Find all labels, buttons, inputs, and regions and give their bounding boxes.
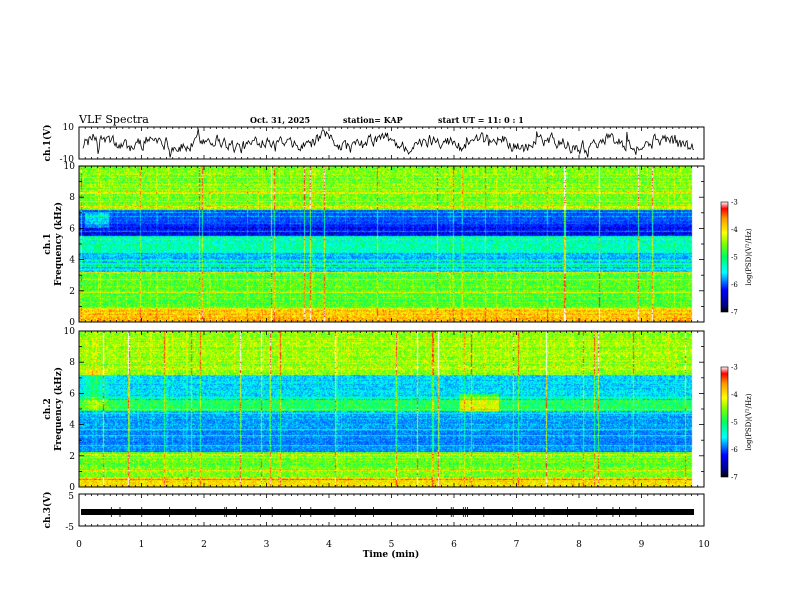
ch1-colorbar-gradient bbox=[720, 201, 729, 313]
ch1-waveform-ylabel: ch.1(V) bbox=[42, 125, 53, 162]
ch1-waveform-frame bbox=[78, 126, 705, 160]
time-tick-8: 8 bbox=[576, 540, 582, 550]
ch2-cb-tick-m3: -3 bbox=[731, 364, 738, 372]
date-label: Oct. 31, 2025 bbox=[250, 115, 310, 125]
ch2-colorbar-gradient bbox=[720, 366, 729, 478]
ch2-cb-tick-m4: -4 bbox=[731, 391, 738, 399]
time-axis-label: Time (min) bbox=[363, 549, 420, 560]
time-tick-10: 10 bbox=[698, 540, 710, 550]
ch1-cb-tick-m4: -4 bbox=[731, 226, 738, 234]
ch1-colorbar-ticks: -3 -4 -5 -6 -7 bbox=[731, 199, 738, 317]
ch2-colorbar: -3 -4 -5 -6 -7 log(PSD)(V²/Hz) bbox=[720, 364, 753, 482]
ch1-freq-tick-0: 0 bbox=[69, 318, 75, 328]
ch2-cb-tick-m7: -7 bbox=[731, 474, 738, 482]
ch1-ytick-bottom: -10 bbox=[60, 155, 75, 165]
ch2-colorbar-label: log(PSD)(V²/Hz) bbox=[745, 393, 753, 450]
time-tick-2: 2 bbox=[201, 540, 207, 550]
ch1-freq-tick-8: 8 bbox=[69, 193, 75, 203]
ch3-waveform-trace bbox=[81, 509, 694, 515]
ch2-cb-tick-m5: -5 bbox=[731, 419, 738, 427]
ch2-freq-tick-8: 8 bbox=[69, 358, 75, 368]
ch3-waveform-spikes bbox=[110, 507, 637, 517]
ch2-spectrogram-panel: 0 2 4 6 8 10 ch.2 Frequency (kHz) bbox=[43, 327, 705, 493]
ch2-spectrogram-ticks bbox=[78, 330, 705, 488]
ch3-waveform-ticks bbox=[78, 494, 705, 526]
ch2-frequency-label: Frequency (kHz) bbox=[53, 367, 64, 451]
ch2-freq-tick-0: 0 bbox=[69, 483, 75, 493]
ch2-colorbar-ticks: -3 -4 -5 -6 -7 bbox=[731, 364, 738, 482]
station-label: station= KAP bbox=[343, 115, 403, 125]
ch3-ytick-top: 5 bbox=[68, 492, 74, 502]
ch2-freq-tick-10: 10 bbox=[64, 327, 76, 337]
time-axis-tick-labels: 0 1 2 3 4 5 6 7 8 9 10 bbox=[76, 540, 710, 550]
time-tick-3: 3 bbox=[264, 540, 270, 550]
ch1-freq-tick-2: 2 bbox=[69, 287, 75, 297]
ch1-waveform-panel: 10 -10 ch.1(V) bbox=[42, 123, 705, 165]
ch1-ytick-top: 10 bbox=[63, 123, 75, 133]
ch1-spectrogram-panel: 0 2 4 6 8 10 ch.1 Frequency (kHz) bbox=[43, 162, 705, 328]
time-tick-9: 9 bbox=[639, 540, 645, 550]
ch2-freq-tick-6: 6 bbox=[69, 389, 75, 399]
ch1-spectrogram-ticks bbox=[78, 165, 705, 323]
ch1-cb-tick-m6: -6 bbox=[731, 281, 738, 289]
ch2-spectrogram-image bbox=[79, 331, 704, 487]
ch1-waveform-ticks bbox=[78, 127, 705, 159]
ch3-ytick-bottom: -5 bbox=[65, 523, 74, 533]
time-tick-4: 4 bbox=[326, 540, 332, 550]
ch2-spectrogram-ytick-labels: 0 2 4 6 8 10 bbox=[64, 327, 76, 493]
ch1-colorbar: -3 -4 -5 -6 -7 log(PSD)(V²/Hz) bbox=[720, 199, 753, 317]
ch1-freq-tick-4: 4 bbox=[69, 256, 75, 266]
time-tick-7: 7 bbox=[514, 540, 520, 550]
ch3-waveform-panel: 5 -5 ch.3(V) bbox=[42, 492, 705, 533]
ch3-waveform-ylabel: ch.3(V) bbox=[42, 492, 53, 529]
ch1-colorbar-label: log(PSD)(V²/Hz) bbox=[745, 228, 753, 285]
ch1-freq-tick-10: 10 bbox=[64, 162, 76, 172]
ch1-frequency-label: Frequency (kHz) bbox=[53, 202, 64, 286]
time-tick-1: 1 bbox=[139, 540, 145, 550]
ch1-freq-tick-6: 6 bbox=[69, 224, 75, 234]
ch2-freq-tick-4: 4 bbox=[69, 421, 75, 431]
ch1-spectrogram-ylabel: ch.1 bbox=[43, 233, 53, 254]
start-time-label: start UT = 11: 0 : 1 bbox=[438, 115, 524, 125]
ch1-cb-tick-m3: -3 bbox=[731, 199, 738, 207]
time-tick-6: 6 bbox=[451, 540, 457, 550]
ch1-cb-tick-m5: -5 bbox=[731, 254, 738, 262]
ch1-spectrogram-image bbox=[79, 166, 704, 322]
ch1-spectrogram-ytick-labels: 0 2 4 6 8 10 bbox=[64, 162, 76, 328]
figure-title: VLF Spectra bbox=[78, 113, 149, 126]
ch2-freq-tick-2: 2 bbox=[69, 452, 75, 462]
time-tick-0: 0 bbox=[76, 540, 82, 550]
time-tick-5: 5 bbox=[389, 540, 395, 550]
ch2-cb-tick-m6: -6 bbox=[731, 446, 738, 454]
ch1-waveform-trace bbox=[82, 128, 695, 158]
ch1-cb-tick-m7: -7 bbox=[731, 309, 738, 317]
ch2-spectrogram-ylabel: ch.2 bbox=[43, 398, 53, 419]
